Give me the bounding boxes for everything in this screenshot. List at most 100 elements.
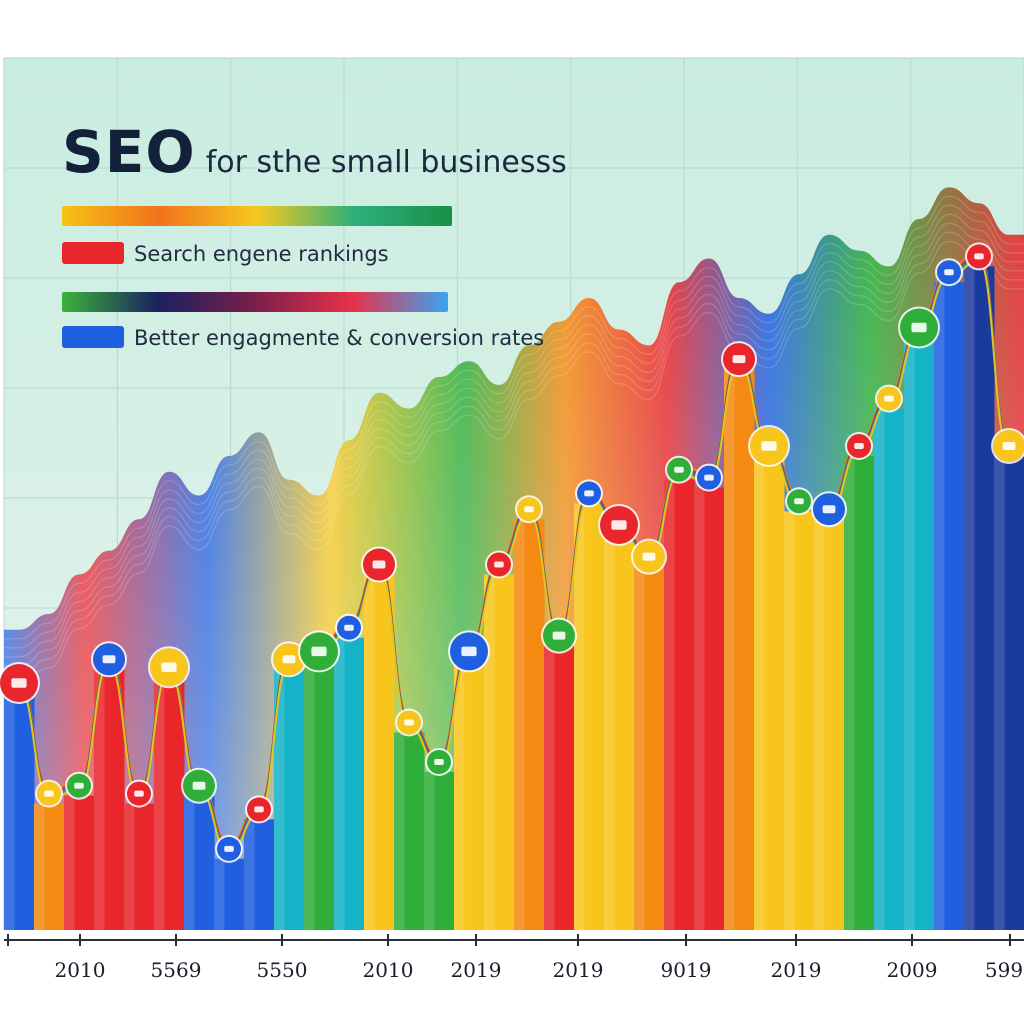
point-glyph-24 [732, 355, 746, 364]
x-tick-label-8: 2009 [886, 958, 938, 982]
bar-8 [244, 819, 275, 930]
bar-24 [724, 369, 755, 931]
bar-highlight-30 [904, 337, 915, 930]
point-glyph-16 [494, 561, 504, 568]
point-glyph-0 [11, 678, 27, 688]
bar-highlight-25 [754, 456, 765, 930]
point-glyph-15 [461, 646, 477, 657]
point-glyph-22 [674, 466, 684, 473]
legend-swatch-search [62, 242, 124, 264]
x-axis-ticks [7, 934, 1011, 946]
bar-7 [214, 858, 245, 930]
point-glyph-6 [192, 781, 206, 790]
bar-highlight-31 [934, 282, 945, 930]
x-tick-label-4: 2019 [450, 958, 502, 982]
bar-highlight-24 [724, 369, 735, 931]
bar-31 [934, 282, 965, 930]
point-glyph-32 [974, 253, 984, 260]
bar-25 [754, 456, 785, 930]
point-glyph-28 [854, 443, 864, 449]
point-glyph-7 [224, 845, 234, 852]
point-glyph-9 [282, 655, 296, 664]
bar-highlight-15 [454, 661, 465, 930]
bar-11 [334, 637, 365, 930]
bar-highlight-29 [874, 408, 885, 931]
point-glyph-31 [944, 269, 954, 276]
bar-highlight-21 [634, 566, 645, 930]
bar-12 [364, 574, 395, 930]
bar-highlight-13 [394, 732, 405, 930]
bar-highlight-20 [604, 535, 615, 930]
point-glyph-5 [161, 662, 177, 672]
bar-highlight-23 [694, 487, 705, 930]
bar-highlight-10 [304, 661, 315, 930]
x-tick-label-0: 2010 [54, 958, 106, 982]
legend-gradient-bar-engagement [62, 292, 448, 312]
bar-highlight-3 [94, 669, 105, 930]
bar-6 [184, 795, 215, 930]
bar-highlight-28 [844, 456, 855, 930]
x-tick-label-9: 599 [984, 958, 1024, 982]
x-tick-label-7: 2019 [770, 958, 822, 982]
bar-23 [694, 487, 725, 930]
legend-gradient-bar-search [62, 206, 452, 226]
legend-swatch-engagement [62, 326, 124, 348]
point-glyph-23 [704, 474, 714, 481]
bar-28 [844, 456, 875, 930]
bar-highlight-8 [244, 819, 255, 930]
point-glyph-4 [134, 790, 144, 797]
bar-highlight-9 [274, 669, 285, 930]
bar-27 [814, 519, 845, 930]
bar-highlight-16 [484, 574, 495, 930]
point-glyph-25 [761, 441, 777, 451]
x-tick-label-6: 9019 [660, 958, 712, 982]
point-glyph-2 [74, 782, 84, 789]
bar-14 [424, 772, 455, 930]
bar-22 [664, 479, 695, 930]
bar-highlight-5 [154, 677, 165, 930]
bar-highlight-19 [574, 503, 585, 930]
bar-highlight-22 [664, 479, 675, 930]
bar-3 [94, 669, 125, 930]
point-glyph-1 [44, 790, 54, 797]
bar-15 [454, 661, 485, 930]
point-glyph-10 [311, 646, 327, 657]
point-glyph-29 [884, 395, 894, 402]
bar-20 [604, 535, 635, 930]
bar-highlight-17 [514, 519, 525, 930]
bar-highlight-0 [4, 693, 15, 930]
bar-4 [124, 803, 155, 930]
point-glyph-14 [434, 759, 444, 765]
point-glyph-33 [1002, 442, 1016, 450]
point-glyph-26 [794, 498, 804, 505]
point-glyph-30 [911, 322, 927, 333]
bar-21 [634, 566, 665, 930]
bar-highlight-18 [544, 645, 555, 930]
bar-5 [154, 677, 185, 930]
bar-highlight-27 [814, 519, 825, 930]
point-glyph-21 [642, 552, 656, 561]
bar-highlight-33 [994, 456, 1005, 930]
bar-2 [64, 795, 95, 930]
bar-9 [274, 669, 305, 930]
bar-1 [34, 803, 65, 930]
point-glyph-11 [344, 624, 354, 631]
bar-highlight-14 [424, 772, 435, 930]
point-glyph-20 [611, 520, 627, 530]
x-tick-label-5: 2019 [552, 958, 604, 982]
bar-0 [4, 693, 35, 930]
bar-highlight-4 [124, 803, 135, 930]
legend-label-engagement: Better engagmente & conversion rates [134, 326, 545, 350]
bar-highlight-26 [784, 511, 795, 930]
chart-title: SEO for sthe small businesss [62, 118, 567, 186]
title-main: SEO [62, 118, 196, 186]
series-points [0, 242, 1024, 863]
bar-highlight-2 [64, 795, 75, 930]
point-glyph-18 [552, 631, 566, 640]
bar-layer [4, 266, 1024, 931]
bar-19 [574, 503, 605, 930]
point-glyph-17 [524, 506, 534, 513]
legend-label-search: Search engene rankings [134, 242, 389, 266]
bar-highlight-1 [34, 803, 45, 930]
